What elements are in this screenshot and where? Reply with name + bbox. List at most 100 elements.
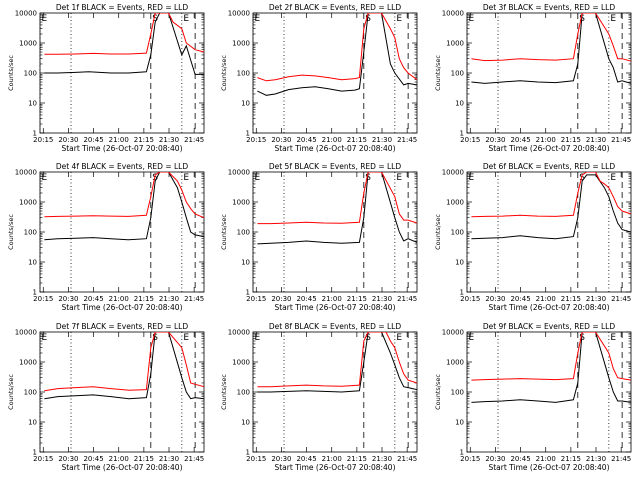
x-tick-label: 21:30 — [159, 455, 179, 463]
y-tick-label: 100 — [24, 389, 37, 397]
series-line-lld — [471, 172, 631, 218]
chart-title: Det 8f BLACK = Events, RED = LLD — [269, 322, 402, 331]
x-tick-label: 20:30 — [485, 136, 505, 144]
y-tick-label: 1000 — [232, 40, 250, 48]
x-tick-label: 20:45 — [83, 136, 103, 144]
x-tick-label: 21:00 — [109, 455, 129, 463]
x-tick-label: 20:45 — [296, 295, 316, 303]
x-tick-label: 21:00 — [536, 295, 556, 303]
y-tick-label: 100 — [24, 229, 37, 237]
chart-panel-9: Det 9f BLACK = Events, RED = LLD Counts/s… — [434, 322, 632, 472]
chart-panel-3: Det 3f BLACK = Events, RED = LLD Counts/s… — [434, 3, 632, 153]
x-axis-label: Start Time (26-Oct-07 20:08:40) — [488, 144, 609, 153]
x-tick-label: 20:30 — [58, 455, 78, 463]
y-tick-label: 10 — [28, 100, 37, 108]
y-tick-label: 1000 — [19, 199, 37, 207]
x-tick-label: 21:00 — [109, 295, 129, 303]
marker-label: E — [610, 173, 616, 183]
y-tick-label: 1 — [33, 289, 37, 297]
x-tick-label: 21:15 — [347, 455, 367, 463]
x-tick-label: 21:30 — [586, 455, 606, 463]
chart-title: Det 3f BLACK = Events, RED = LLD — [483, 3, 616, 12]
y-tick-label: 10000 — [442, 10, 464, 18]
chart-title: Det 6f BLACK = Events, RED = LLD — [483, 162, 616, 171]
x-tick-label: 20:45 — [83, 455, 103, 463]
series-line-lld — [44, 332, 204, 392]
x-tick-label: 21:15 — [134, 295, 154, 303]
y-tick-label: 1000 — [446, 359, 464, 367]
x-tick-label: 20:45 — [510, 455, 530, 463]
plot-frame — [252, 171, 418, 293]
marker-label: E — [396, 333, 402, 343]
x-tick-label: 20:15 — [246, 295, 266, 303]
chart-panel-5: Det 5f BLACK = Events, RED = LLD Counts/s… — [220, 162, 418, 312]
x-axis-label: Start Time (26-Oct-07 20:08:40) — [61, 144, 182, 153]
x-tick-label: 20:15 — [460, 455, 480, 463]
y-tick-label: 10 — [455, 259, 464, 267]
x-tick-label: 20:30 — [485, 455, 505, 463]
x-tick-label: 21:45 — [611, 455, 631, 463]
marker-label: S — [152, 14, 158, 24]
y-tick-label: 10 — [455, 419, 464, 427]
chart-panel-6: Det 6f BLACK = Events, RED = LLD Counts/s… — [434, 162, 632, 312]
y-tick-label: 100 — [451, 229, 464, 237]
chart-title: Det 1f BLACK = Events, RED = LLD — [56, 3, 189, 12]
x-tick-label: 20:15 — [246, 136, 266, 144]
marker-label: S — [152, 333, 158, 343]
chart-panel-8: Det 8f BLACK = Events, RED = LLD Counts/s… — [220, 322, 418, 472]
y-tick-label: 10000 — [15, 329, 37, 337]
chart-title: Det 2f BLACK = Events, RED = LLD — [269, 3, 402, 12]
x-tick-label: 20:15 — [33, 136, 53, 144]
y-axis-label: Counts/sec — [7, 374, 15, 410]
marker-label: E — [469, 333, 475, 343]
x-tick-label: 20:45 — [296, 455, 316, 463]
marker-label: E — [469, 14, 475, 24]
marker-label: E — [396, 173, 402, 183]
marker-label: E — [183, 14, 189, 24]
y-tick-label: 1 — [460, 130, 464, 138]
chart-panel-4: Det 4f BLACK = Events, RED = LLD Counts/s… — [7, 162, 205, 312]
plot-frame — [39, 331, 205, 453]
y-tick-label: 10 — [28, 259, 37, 267]
marker-label: E — [610, 14, 616, 24]
y-tick-label: 100 — [24, 70, 37, 78]
marker-label: S — [152, 173, 158, 183]
x-tick-label: 20:30 — [271, 455, 291, 463]
marker-label: S — [365, 14, 371, 24]
x-tick-label: 20:30 — [58, 136, 78, 144]
series-line-events — [471, 332, 631, 403]
x-tick-label: 20:15 — [460, 295, 480, 303]
y-axis-label: Counts/sec — [7, 55, 15, 91]
x-tick-label: 21:45 — [184, 455, 204, 463]
chart-title: Det 5f BLACK = Events, RED = LLD — [269, 162, 402, 171]
x-tick-label: 21:30 — [586, 136, 606, 144]
marker-label: E — [255, 14, 261, 24]
x-tick-label: 21:45 — [184, 136, 204, 144]
x-tick-label: 21:00 — [536, 136, 556, 144]
y-tick-label: 1000 — [232, 199, 250, 207]
x-tick-label: 21:30 — [372, 136, 392, 144]
series-line-events — [471, 13, 631, 84]
marker-label: S — [579, 173, 585, 183]
marker-label: E — [610, 333, 616, 343]
chart-title: Det 4f BLACK = Events, RED = LLD — [56, 162, 189, 171]
y-tick-label: 1 — [460, 289, 464, 297]
x-axis-label: Start Time (26-Oct-07 20:08:40) — [274, 144, 395, 153]
y-tick-label: 100 — [451, 70, 464, 78]
y-tick-label: 10000 — [442, 329, 464, 337]
marker-label: S — [579, 333, 585, 343]
y-tick-label: 1000 — [446, 40, 464, 48]
x-tick-label: 21:00 — [322, 136, 342, 144]
series-line-lld — [257, 13, 417, 82]
x-tick-label: 20:15 — [33, 295, 53, 303]
x-tick-label: 20:45 — [296, 136, 316, 144]
x-tick-label: 21:30 — [159, 136, 179, 144]
x-tick-label: 20:45 — [510, 295, 530, 303]
series-line-events — [44, 172, 204, 241]
y-tick-label: 1000 — [19, 40, 37, 48]
series-line-events — [257, 332, 417, 393]
chart-title: Det 7f BLACK = Events, RED = LLD — [56, 322, 189, 331]
y-tick-label: 1 — [246, 449, 250, 457]
marker-label: S — [579, 14, 585, 24]
